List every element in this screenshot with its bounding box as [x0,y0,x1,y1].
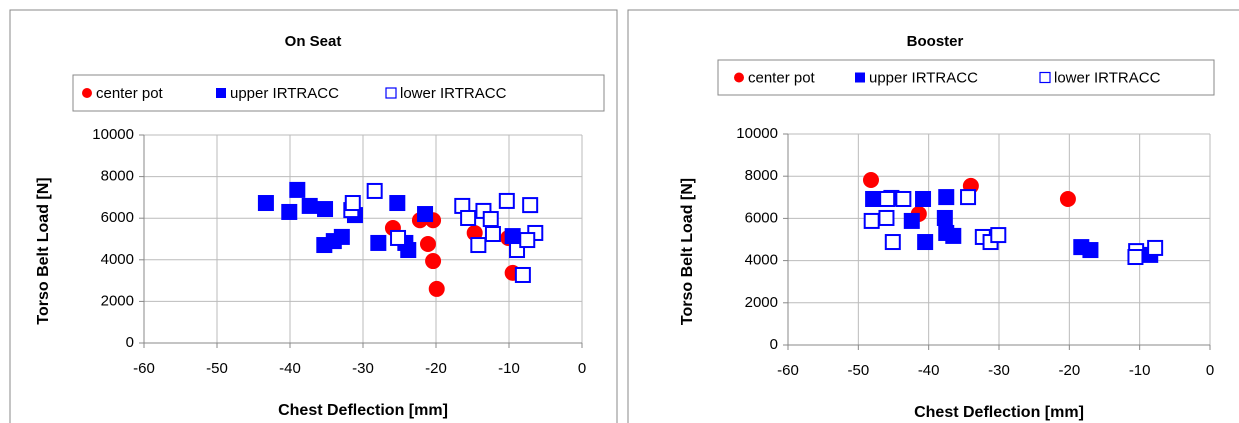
x-tick-label: -20 [425,360,447,377]
x-tick-label: -10 [498,360,520,377]
legend-label: upper IRTRACC [869,69,978,86]
point [466,224,483,241]
legend-marker [82,88,92,98]
point [862,171,879,188]
point [289,181,306,198]
x-tick-label: -60 [133,360,155,377]
legend-label: center pot [748,69,816,86]
point [1147,239,1164,256]
x-tick-label: 0 [1206,362,1214,379]
point [1082,242,1099,259]
point [301,197,318,214]
x-tick-label: -20 [1058,362,1080,379]
point [519,232,536,249]
legend-box [717,59,1215,96]
point [470,237,487,254]
point [960,189,977,206]
point [884,234,901,251]
x-tick-label: -40 [279,360,301,377]
point [863,212,880,229]
x-tick-label: -30 [988,362,1010,379]
point [865,190,882,207]
y-tick-label: 10000 [92,126,134,143]
point [903,212,920,229]
chart-title: Booster [907,33,964,50]
point [1059,190,1076,207]
x-axis-title: Chest Deflection [mm] [278,402,448,419]
y-tick-label: 6000 [101,209,134,226]
x-tick-label: 0 [578,360,586,377]
point [419,235,436,252]
legend-label: lower IRTRACC [1054,69,1161,86]
y-tick-label: 0 [126,334,134,351]
y-tick-label: 10000 [736,125,778,142]
point [425,253,442,270]
point [504,228,521,245]
point [895,190,912,207]
y-axis-title: Torso Belt Load [N] [35,177,52,324]
point [460,209,477,226]
point [482,211,499,228]
point [428,280,445,297]
point [281,203,298,220]
y-tick-label: 2000 [745,294,778,311]
legend-box [72,74,605,112]
y-tick-label: 2000 [101,292,134,309]
legend-marker [216,88,226,98]
point [878,209,895,226]
y-tick-label: 4000 [745,252,778,269]
y-tick-label: 6000 [745,209,778,226]
x-tick-label: -60 [777,362,799,379]
point [366,182,383,199]
point [389,195,406,212]
point [257,195,274,212]
legend-label: center pot [96,85,164,102]
point [390,229,407,246]
legend-label: upper IRTRACC [230,85,339,102]
x-tick-label: -30 [352,360,374,377]
y-tick-label: 8000 [101,168,134,185]
point [317,201,334,218]
legend-marker [734,72,744,83]
x-tick-label: -40 [918,362,940,379]
x-tick-label: -10 [1129,362,1151,379]
x-tick-label: -50 [206,360,228,377]
point [514,266,531,283]
x-tick-label: -50 [847,362,869,379]
point [370,234,387,251]
point [522,197,539,214]
point [344,195,361,212]
point [1127,249,1144,266]
point [945,227,962,244]
x-axis-title: Chest Deflection [mm] [914,404,1084,421]
y-tick-label: 0 [770,336,778,353]
y-axis-title: Torso Belt Load [N] [679,178,696,325]
point [938,189,955,206]
point [936,209,953,226]
point [990,227,1007,244]
legend-marker [1039,71,1051,84]
legend-label: lower IRTRACC [400,85,507,102]
legend-marker [855,72,865,83]
point [917,234,934,251]
point [915,190,932,207]
point [417,206,434,223]
point [333,228,350,245]
point [879,190,896,207]
point [400,242,417,259]
y-tick-label: 8000 [745,167,778,184]
y-tick-label: 4000 [101,251,134,268]
point [498,192,515,209]
legend-marker [385,87,397,99]
point [484,226,501,243]
chart-title: On Seat [285,33,342,50]
